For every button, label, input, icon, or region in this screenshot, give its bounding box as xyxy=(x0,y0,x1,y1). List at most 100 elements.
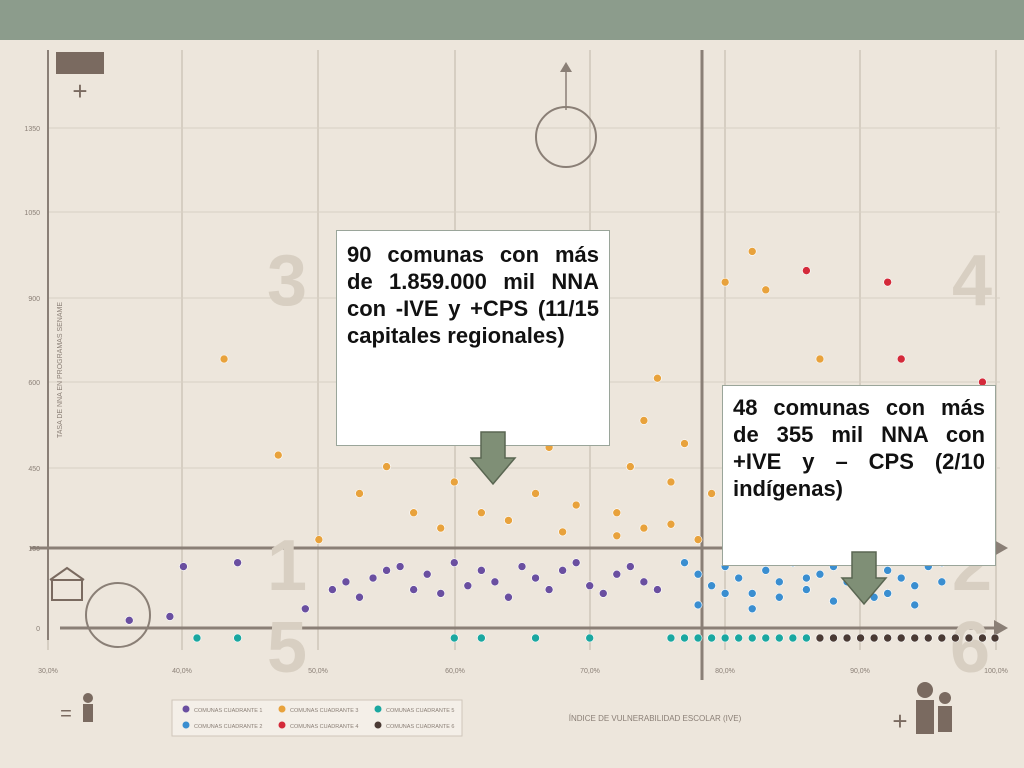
x-axis-lower-arrowhead xyxy=(994,620,1008,636)
data-point xyxy=(951,633,960,643)
icons: + = + xyxy=(49,52,952,736)
data-point xyxy=(910,600,920,610)
data-point xyxy=(449,633,459,643)
data-point xyxy=(233,558,242,567)
data-point xyxy=(626,462,635,471)
data-point xyxy=(815,354,825,364)
data-point xyxy=(896,573,906,583)
data-point xyxy=(747,633,757,643)
legend-swatch xyxy=(182,705,190,713)
data-point xyxy=(639,577,649,587)
legend-box xyxy=(171,699,463,737)
data-point xyxy=(368,573,378,583)
legend-swatch xyxy=(374,705,382,713)
x-tick-label: 60,0% xyxy=(445,668,465,675)
data-point xyxy=(937,577,947,587)
data-point xyxy=(395,562,405,571)
x-tick-label: 70,0% xyxy=(580,668,600,675)
data-point xyxy=(639,416,649,425)
data-point xyxy=(382,566,391,575)
data-point xyxy=(693,633,703,643)
data-point xyxy=(571,558,581,567)
zoom-circle-left xyxy=(85,582,151,648)
data-point xyxy=(707,581,716,591)
data-point xyxy=(720,633,730,643)
legend: COMUNAS CUADRANTE 1 COMUNAS CUADRANTE 3 CO… xyxy=(171,699,463,737)
data-point xyxy=(978,633,987,643)
data-point xyxy=(896,633,906,643)
data-point xyxy=(341,577,351,587)
people-group-icon: + xyxy=(56,52,104,106)
data-point xyxy=(990,633,1000,643)
data-point xyxy=(301,604,310,614)
x-tick-label: 40,0% xyxy=(172,668,192,675)
data-point xyxy=(856,633,865,643)
data-point xyxy=(693,535,703,544)
data-point xyxy=(436,523,446,533)
legend-swatch xyxy=(278,721,286,729)
data-point xyxy=(612,569,622,579)
quadrant-number: 4 xyxy=(952,241,992,321)
data-point xyxy=(531,633,540,643)
data-point xyxy=(734,573,743,583)
family-icon-large: + xyxy=(892,682,952,736)
y-tick-label: 450 xyxy=(28,466,40,473)
down-arrow-right-icon xyxy=(840,551,888,606)
data-point xyxy=(598,589,608,598)
data-point xyxy=(273,450,283,460)
data-point xyxy=(761,566,771,575)
data-point xyxy=(761,633,771,643)
y-axis-title: TASA DE NNA EN PROGRAMAS SENAME xyxy=(57,302,64,438)
data-point xyxy=(490,577,500,587)
data-point xyxy=(720,277,730,287)
data-point xyxy=(612,531,622,541)
x-axis-title: ÍNDICE DE VULNERABILIDAD ESCOLAR (IVE) xyxy=(569,714,742,723)
data-point xyxy=(639,523,649,533)
svg-text:+: + xyxy=(72,76,87,106)
data-point xyxy=(788,633,798,643)
callout-left: 90 comunas con más de 1.859.000 mil NNA … xyxy=(336,230,610,446)
data-point xyxy=(165,612,175,621)
data-point xyxy=(964,633,974,643)
legend-label: COMUNAS CUADRANTE 1 xyxy=(194,708,262,714)
x-tick-label: 90,0% xyxy=(850,668,870,675)
data-point xyxy=(883,589,892,598)
data-point xyxy=(802,633,811,643)
data-point xyxy=(802,573,811,583)
data-point xyxy=(775,577,784,587)
data-point xyxy=(910,633,920,643)
family-icon-small: = xyxy=(60,693,93,725)
data-point xyxy=(585,581,595,591)
y-tick-label: 900 xyxy=(28,296,40,303)
down-arrow-left-icon xyxy=(469,431,517,486)
data-point xyxy=(463,581,473,591)
y-tick-label: 600 xyxy=(28,380,40,387)
data-point xyxy=(192,633,202,643)
data-point xyxy=(422,569,432,579)
data-point xyxy=(504,516,513,525)
data-point xyxy=(409,508,418,518)
data-point xyxy=(815,569,825,579)
data-point xyxy=(612,508,622,518)
data-point xyxy=(233,633,242,643)
data-point xyxy=(775,633,784,643)
x-tick-label: 30,0% xyxy=(38,668,58,675)
school-icon xyxy=(49,566,85,601)
data-point xyxy=(937,633,947,643)
data-point xyxy=(504,592,513,602)
data-point xyxy=(842,633,852,643)
data-point xyxy=(707,489,716,498)
quadrant-number: 5 xyxy=(267,608,307,688)
data-point xyxy=(571,500,581,510)
data-point xyxy=(896,354,906,364)
data-point xyxy=(477,508,486,518)
data-point xyxy=(869,633,879,643)
data-point xyxy=(747,247,757,256)
data-point xyxy=(314,535,324,544)
y-tick-label: 1350 xyxy=(24,126,40,133)
data-point xyxy=(666,633,676,643)
y-tick-label: 1050 xyxy=(24,210,40,217)
legend-label: COMUNAS CUADRANTE 2 xyxy=(194,724,262,730)
data-point xyxy=(693,569,703,579)
